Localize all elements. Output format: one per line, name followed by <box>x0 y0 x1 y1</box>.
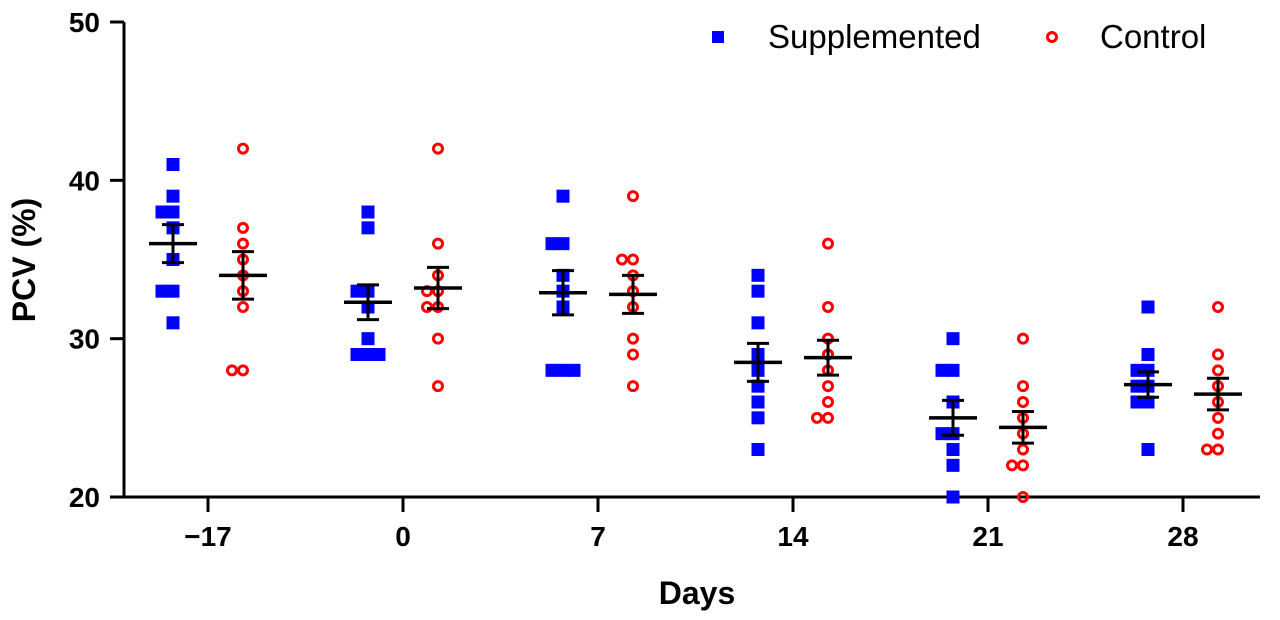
y-tick-label: 20 <box>69 482 100 513</box>
control-point <box>237 221 249 234</box>
control-point <box>237 142 249 155</box>
control-point <box>1212 443 1224 456</box>
control-point <box>627 190 639 203</box>
control-point <box>616 253 628 266</box>
legend-supplemented-marker <box>712 31 724 43</box>
supplemented-point <box>1141 443 1155 456</box>
x-tick-label: 7 <box>590 521 606 552</box>
control-point <box>627 380 639 393</box>
control-point <box>432 332 444 345</box>
x-ticks: −17 0 7 14 21 28 <box>184 497 1199 552</box>
control-point <box>822 396 834 408</box>
y-tick-label: 30 <box>69 324 100 355</box>
y-axis-title: PCV (%) <box>6 198 42 322</box>
control-point <box>1017 396 1029 408</box>
control-point <box>822 301 834 313</box>
supplemented-point <box>935 363 949 377</box>
y-tick-label: 50 <box>69 7 100 38</box>
supplemented-point <box>361 205 375 219</box>
supplemented-point <box>1130 363 1144 377</box>
supplemented-point <box>166 316 180 330</box>
control-point <box>822 237 834 250</box>
control-point <box>1212 411 1224 424</box>
supplemented-point <box>350 348 364 361</box>
supplemented-point <box>166 284 180 298</box>
supplemented-point <box>946 458 960 472</box>
control-point <box>1212 364 1224 377</box>
y-ticks: 20 30 40 50 <box>69 7 124 513</box>
supplemented-point <box>556 237 570 251</box>
supplemented-point <box>751 316 765 330</box>
supplemented-point <box>946 363 960 377</box>
supplemented-point <box>751 395 765 409</box>
control-point <box>1212 427 1224 440</box>
supplemented-point <box>946 490 960 504</box>
supplemented-point <box>372 348 386 361</box>
mean-sem-bars <box>149 223 1242 445</box>
supplemented-point <box>166 158 180 171</box>
control-point <box>237 237 249 250</box>
control-point <box>1017 380 1029 393</box>
supplemented-point <box>946 443 960 456</box>
control-point <box>822 411 834 424</box>
control-point <box>1017 459 1029 472</box>
control-point <box>1006 459 1018 472</box>
control-point <box>822 380 834 393</box>
control-point <box>237 301 249 313</box>
supplemented-point <box>556 189 570 203</box>
y-tick-label: 40 <box>69 165 100 196</box>
control-point <box>1201 443 1213 456</box>
supplemented-point <box>361 348 375 361</box>
supplemented-point <box>350 284 364 298</box>
control-point <box>627 348 639 361</box>
control-point <box>432 380 444 393</box>
supplemented-point <box>935 427 949 441</box>
supplemented-point <box>751 268 765 282</box>
supplemented-point <box>946 332 960 346</box>
control-point <box>1017 491 1029 503</box>
control-point <box>627 332 639 345</box>
legend: Supplemented Control <box>712 18 1206 55</box>
control-point <box>432 142 444 155</box>
control-point <box>1212 301 1224 313</box>
supplemented-point <box>361 221 375 235</box>
supplemented-point <box>1141 348 1155 361</box>
x-tick-label: −17 <box>184 521 232 552</box>
supplemented-point <box>567 363 581 377</box>
control-point <box>237 364 249 377</box>
supplemented-point <box>556 363 570 377</box>
control-point <box>421 301 433 313</box>
supplemented-point <box>166 189 180 203</box>
control-point <box>811 411 823 424</box>
x-tick-label: 21 <box>972 521 1003 552</box>
control-point <box>226 364 238 377</box>
supplemented-point <box>155 205 169 219</box>
supplemented-point <box>361 332 375 346</box>
x-tick-label: 28 <box>1167 521 1198 552</box>
control-point <box>432 237 444 250</box>
control-point <box>1212 348 1224 361</box>
axes <box>122 22 1260 499</box>
legend-control-label: Control <box>1100 18 1206 55</box>
supplemented-point <box>166 205 180 219</box>
supplemented-point <box>155 284 169 298</box>
x-tick-label: 0 <box>395 521 411 552</box>
supplemented-point <box>1141 300 1155 314</box>
supplemented-point <box>545 237 559 251</box>
supplemented-point <box>751 411 765 425</box>
control-point <box>627 253 639 266</box>
supplemented-point <box>545 363 559 377</box>
x-axis-title: Days <box>659 575 736 611</box>
legend-control-marker <box>1046 31 1058 43</box>
legend-supplemented-label: Supplemented <box>768 18 981 55</box>
supplemented-point <box>1141 363 1155 377</box>
data-points <box>155 142 1224 504</box>
x-tick-label: 14 <box>777 521 809 552</box>
control-point <box>1017 443 1029 456</box>
supplemented-point <box>751 284 765 298</box>
supplemented-point <box>751 443 765 456</box>
control-point <box>1017 332 1029 345</box>
